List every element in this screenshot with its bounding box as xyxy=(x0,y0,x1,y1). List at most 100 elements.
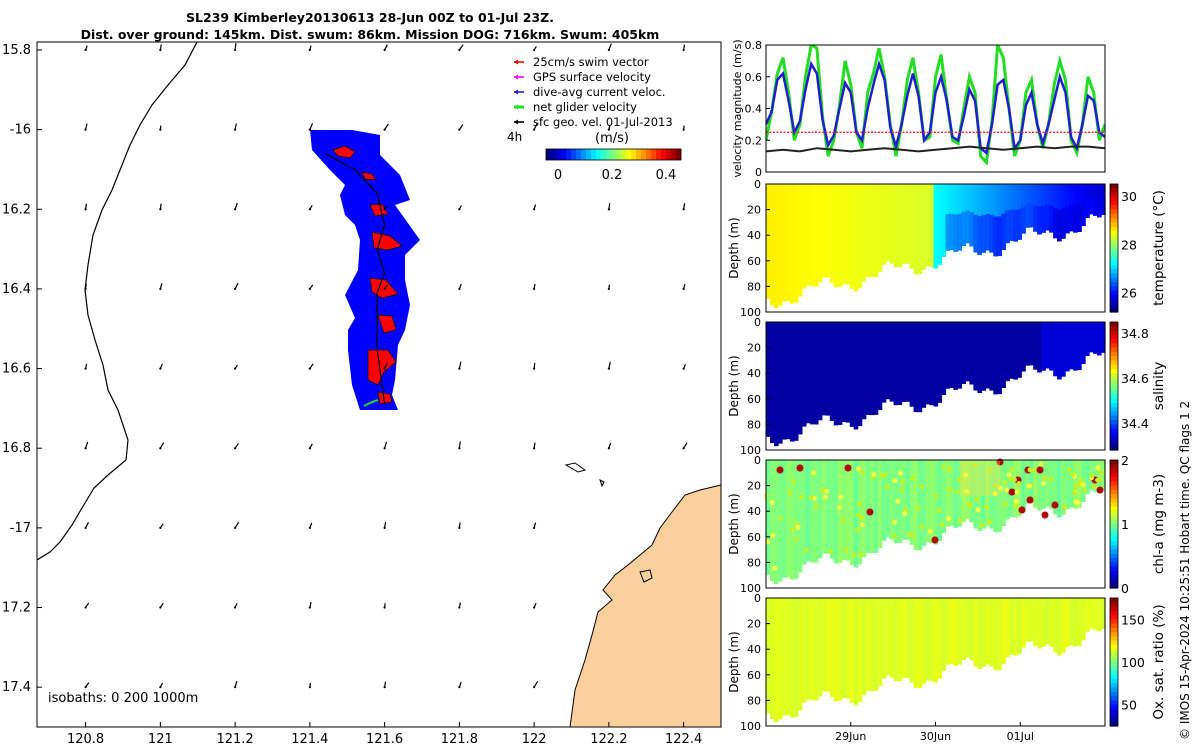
chl-hotspot xyxy=(776,466,784,474)
map-xtick-label: 121.8 xyxy=(441,732,478,747)
geo-vector-head xyxy=(533,526,536,529)
section-column-deep xyxy=(1025,203,1030,228)
section-column xyxy=(965,598,970,658)
section-ytick-label: 100 xyxy=(740,582,761,595)
geo-vector-head xyxy=(383,128,386,131)
section-column xyxy=(953,598,958,666)
section-ytick-label: 80 xyxy=(747,418,761,431)
section-column xyxy=(1009,460,1014,517)
colorbar-segment xyxy=(1110,545,1118,551)
section-column xyxy=(993,322,998,395)
section-column xyxy=(1093,322,1098,354)
section-column xyxy=(1053,460,1058,515)
section-column xyxy=(801,184,807,289)
colorbar-swatch xyxy=(641,149,647,160)
section-column xyxy=(969,322,974,385)
chl-dot xyxy=(915,505,921,511)
colorbar-segment xyxy=(1110,515,1118,521)
chl-dot xyxy=(1098,470,1104,475)
chl-dot xyxy=(871,471,877,477)
geo-velocity-vector xyxy=(234,521,240,529)
geo-vector-head xyxy=(458,447,461,450)
section-column xyxy=(1069,598,1074,646)
section-column xyxy=(929,322,935,406)
colorbar-segment xyxy=(1110,256,1118,262)
colorbar-segment xyxy=(1110,441,1118,447)
section-column xyxy=(905,598,911,678)
colorbar-segment xyxy=(1110,511,1118,517)
glider-track-patch xyxy=(369,203,389,217)
colorbar-segment xyxy=(1110,721,1118,727)
section-column xyxy=(873,460,879,553)
section-colorbar-frame xyxy=(1109,183,1119,313)
chl-dot xyxy=(902,511,908,517)
chl-dot xyxy=(992,491,998,497)
section-column xyxy=(997,598,1002,671)
legend-item: 25cm/s swim vector xyxy=(533,55,649,69)
section-ytick-label: 20 xyxy=(747,480,761,493)
land-area xyxy=(569,484,721,727)
colorbar-segment xyxy=(1110,528,1118,534)
colorbar-segment xyxy=(1110,460,1118,465)
section-ytick-label: 40 xyxy=(747,643,761,656)
map-xtick-label: 122.2 xyxy=(590,732,627,747)
section-column xyxy=(1081,598,1086,640)
chl-dot xyxy=(900,479,906,484)
section-column xyxy=(1025,598,1030,642)
geo-vector-head xyxy=(159,48,162,52)
section-column-deep xyxy=(1093,198,1098,216)
section-column xyxy=(1041,322,1046,371)
colorbar-segment xyxy=(1110,307,1118,313)
colorbar-segment xyxy=(1110,468,1118,474)
geo-vector-head xyxy=(308,48,311,52)
geo-vector-head xyxy=(84,606,87,609)
section-column xyxy=(809,184,815,287)
section-column xyxy=(797,184,803,297)
section-column xyxy=(953,460,958,528)
section-column xyxy=(917,184,923,275)
chl-dot xyxy=(791,478,797,484)
section-column xyxy=(809,322,815,425)
section-column xyxy=(782,184,787,302)
section-column xyxy=(774,184,779,309)
geo-vector-head xyxy=(308,128,311,131)
chl-dot xyxy=(892,478,898,484)
section-column xyxy=(821,322,827,416)
colorbar-segment xyxy=(1110,356,1118,361)
section-column xyxy=(1037,322,1042,373)
section-column xyxy=(1073,322,1078,371)
section-column xyxy=(793,460,799,579)
geo-vector-head xyxy=(458,48,461,52)
section-column xyxy=(801,322,807,427)
section-colorbar-frame xyxy=(1109,321,1119,451)
section-column xyxy=(1081,322,1086,364)
legend-item: dive-avg current veloc. xyxy=(533,85,666,99)
geo-vector-head xyxy=(159,526,162,529)
colorbar-segment xyxy=(1110,570,1118,576)
colorbar-segment xyxy=(1110,286,1118,292)
chl-dot xyxy=(1062,504,1068,510)
section-column xyxy=(881,598,887,679)
section-column xyxy=(973,598,978,667)
chl-dot xyxy=(1026,483,1032,489)
chl-dot xyxy=(1075,500,1081,506)
chl-dot xyxy=(963,472,969,478)
chl-dot xyxy=(882,472,888,477)
chl-dot xyxy=(1008,476,1014,482)
colorbar-segment xyxy=(1110,615,1118,620)
colorbar-swatch xyxy=(676,149,682,160)
section-column-deep xyxy=(945,214,951,251)
section-colorbar-frame xyxy=(1109,597,1119,727)
section-column xyxy=(993,460,998,533)
chl-hotspot xyxy=(1051,501,1059,509)
section-ytick-label: 20 xyxy=(747,204,761,217)
colorbar-swatch xyxy=(626,149,632,160)
section-column xyxy=(1033,460,1038,508)
colorbar-segment xyxy=(1110,558,1118,563)
colorbar-swatch xyxy=(661,149,667,160)
legend-item: GPS surface velocity xyxy=(533,70,651,84)
section-column xyxy=(929,460,935,544)
section-column xyxy=(1017,322,1022,378)
section-ytick-label: 40 xyxy=(747,367,761,380)
